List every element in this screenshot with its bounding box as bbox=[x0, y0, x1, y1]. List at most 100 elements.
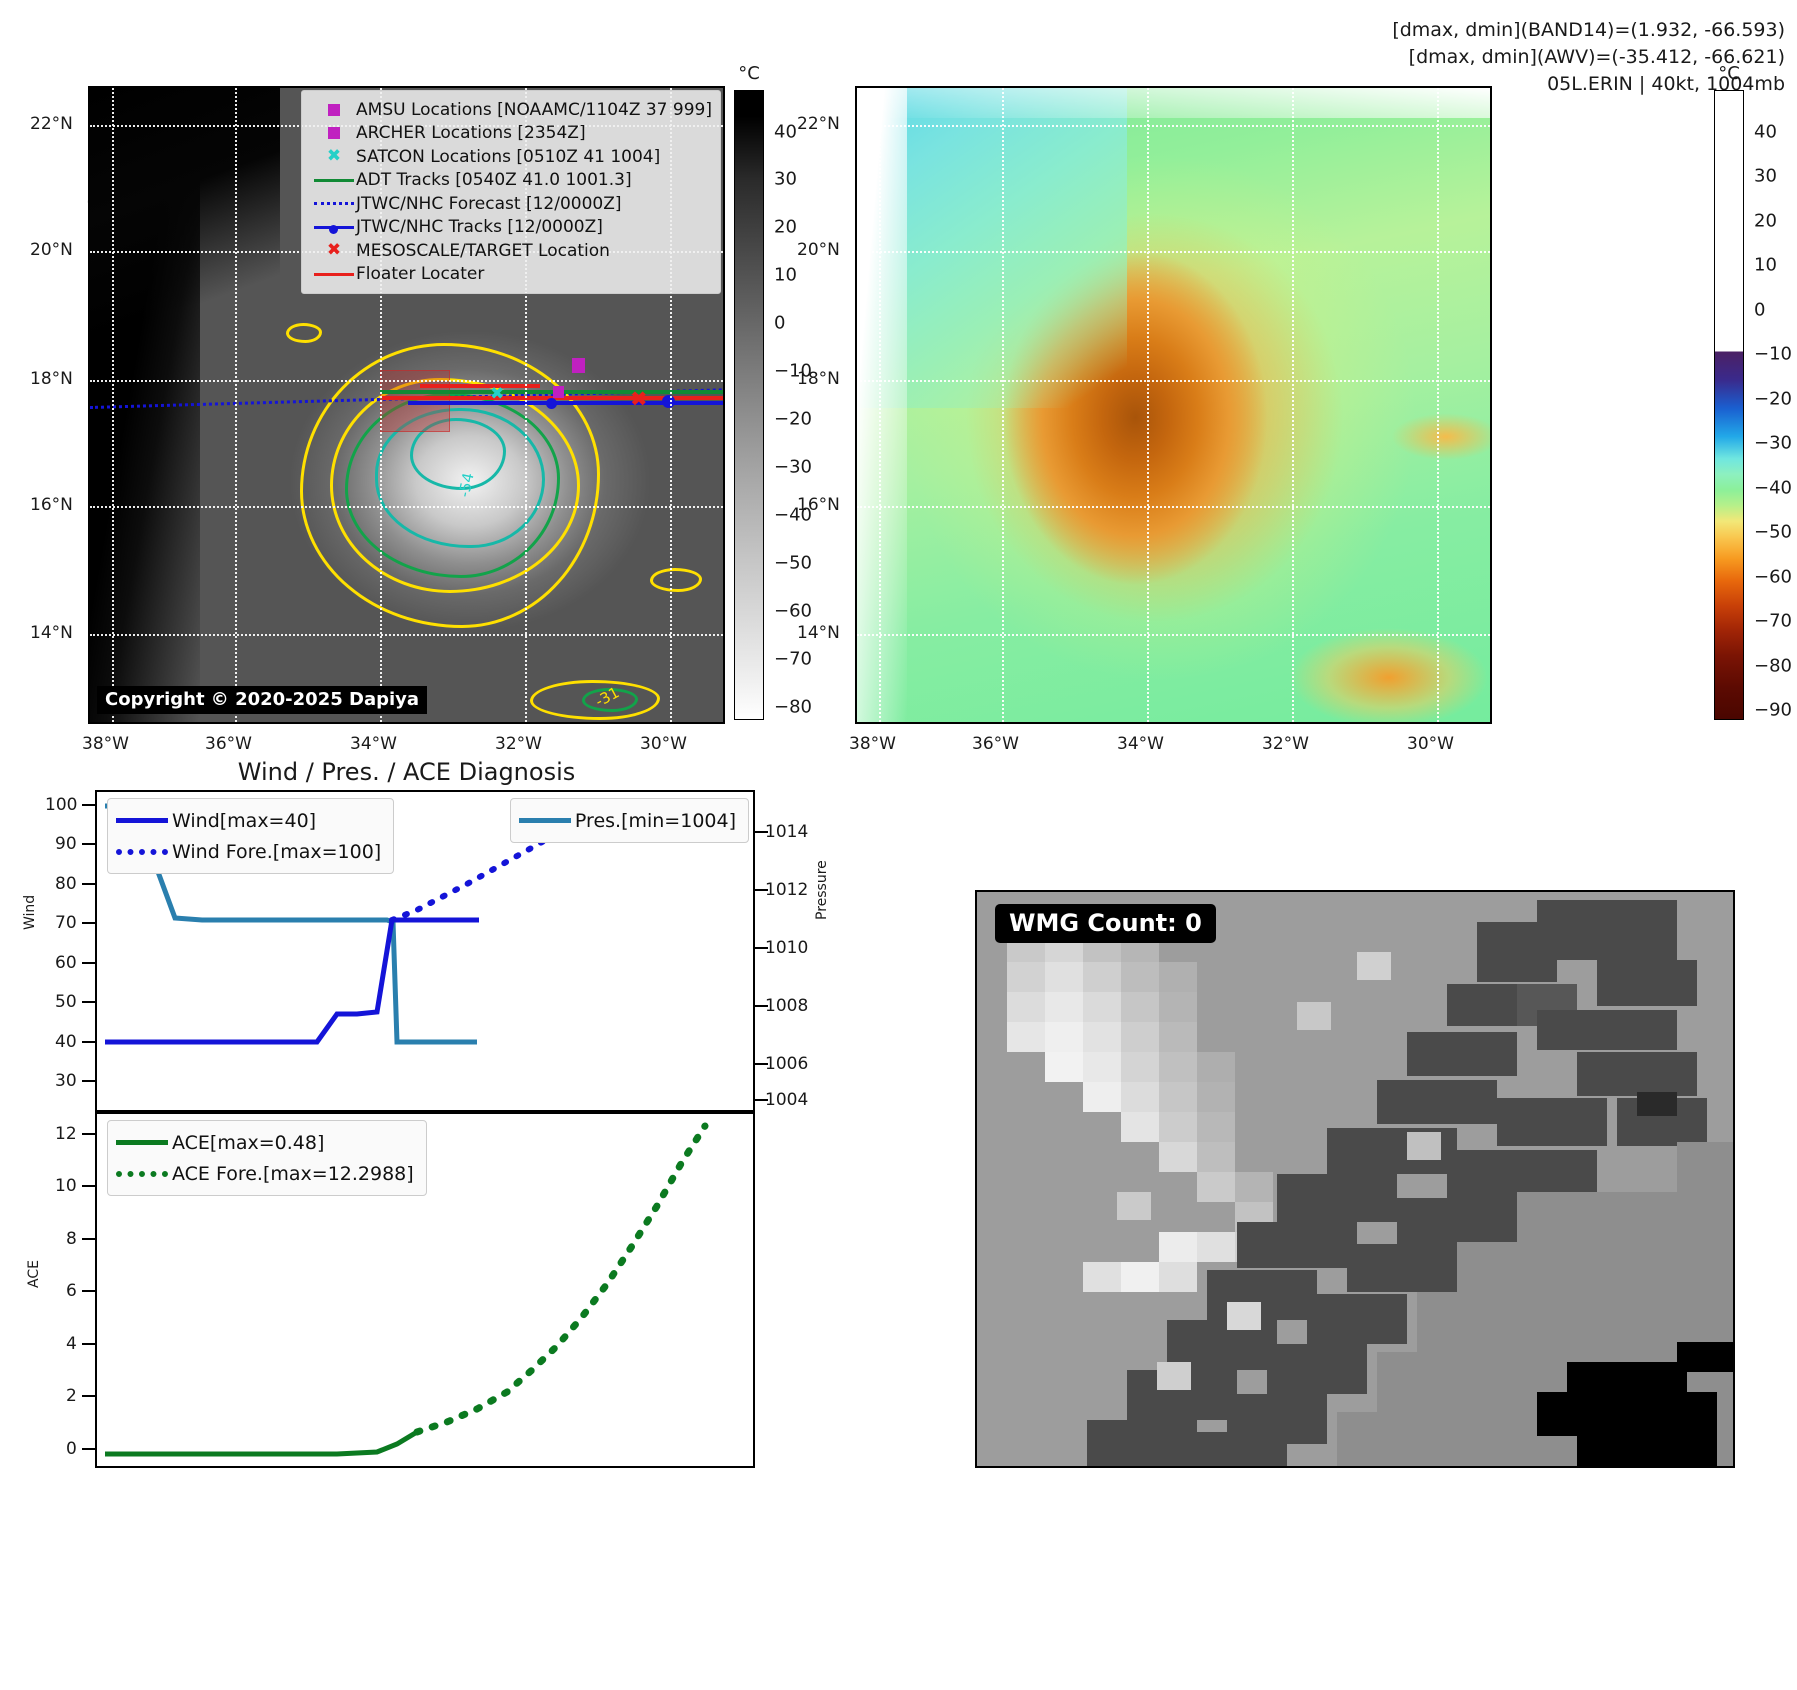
pres-ytick-mark bbox=[755, 889, 768, 891]
legend-item-wind-forecast: Wind Fore.[max=100] bbox=[116, 836, 381, 867]
legend-label-archer: ARCHER Locations [2354Z] bbox=[356, 123, 586, 144]
ir-contour-cyan bbox=[375, 408, 545, 548]
wmg-count-badge: WMG Count: 0 bbox=[995, 904, 1216, 943]
ace-ytick-4: 4 bbox=[66, 1334, 77, 1354]
adt-track bbox=[380, 390, 723, 394]
awv-xlabel-38w: 38°W bbox=[849, 734, 896, 754]
teal-solid-line-icon bbox=[518, 818, 575, 823]
wind-ytick-70: 70 bbox=[55, 913, 77, 933]
ace-ytick-2: 2 bbox=[66, 1386, 77, 1406]
awv-cb-tick-m90: −90 bbox=[1754, 699, 1792, 721]
ir-contour-yellow bbox=[300, 343, 600, 628]
wind-ytick-mark bbox=[82, 1041, 95, 1043]
ir-cb-tick-m30: −30 bbox=[774, 456, 812, 478]
awv-ylabel-20n: 20°N bbox=[797, 240, 840, 260]
legend-label-ace-forecast: ACE Fore.[max=12.2988] bbox=[172, 1162, 414, 1185]
green-solid-line-icon bbox=[116, 1140, 172, 1145]
wind-ytick-mark bbox=[82, 804, 95, 806]
legend-label-ace: ACE[max=0.48] bbox=[172, 1131, 325, 1154]
ace-legend: ACE[max=0.48] ACE Fore.[max=12.2988] bbox=[107, 1120, 427, 1196]
ir-cb-tick-40: 40 bbox=[774, 121, 797, 143]
blue-dotted-line-icon bbox=[312, 202, 356, 206]
ir-cb-tick-30: 30 bbox=[774, 168, 797, 190]
ir-xlabel-36w: 36°W bbox=[205, 734, 252, 754]
awv-cb-tick-m60: −60 bbox=[1754, 566, 1792, 588]
awv-colorbar-gradient bbox=[1714, 90, 1744, 720]
awv-cb-tick-20: 20 bbox=[1754, 210, 1777, 232]
pres-ytick-mark bbox=[755, 1099, 768, 1101]
legend-item-ace-forecast: ACE Fore.[max=12.2988] bbox=[116, 1158, 414, 1189]
ir-cb-tick-m80: −80 bbox=[774, 696, 812, 718]
awv-cb-tick-40: 40 bbox=[1754, 121, 1777, 143]
ir-contour-green-small bbox=[582, 688, 638, 712]
legend-label-tracks: JTWC/NHC Tracks [12/0000Z] bbox=[356, 217, 603, 238]
cyan-x-icon: ✖ bbox=[326, 146, 342, 167]
awv-xlabel-34w: 34°W bbox=[1117, 734, 1164, 754]
awv-offdisk-top bbox=[857, 88, 1490, 118]
legend-label-satcon: SATCON Locations [0510Z 41 1004] bbox=[356, 146, 661, 167]
ir-cb-tick-m70: −70 bbox=[774, 648, 812, 670]
diagnosis-title: Wind / Pres. / ACE Diagnosis bbox=[237, 758, 576, 786]
pres-ytick-mark bbox=[755, 1005, 768, 1007]
ir-satellite-image[interactable]: -54 -31 ✖ ✖ AMSU Locations [NOAAMC/ bbox=[88, 86, 725, 724]
pres-ytick-mark bbox=[755, 947, 768, 949]
header-stats: [dmax, dmin](BAND14)=(1.932, -66.593) [d… bbox=[1392, 17, 1785, 98]
ir-ylabel-18n: 18°N bbox=[30, 369, 73, 389]
blue-solid-line-icon bbox=[116, 818, 172, 823]
legend-item-wind: Wind[max=40] bbox=[116, 805, 381, 836]
awv-satellite-image[interactable] bbox=[855, 86, 1492, 724]
dmax-awv-text: [dmax, dmin](AWV)=(-35.412, -66.621) bbox=[1408, 45, 1785, 68]
wind-pressure-chart[interactable]: Wind[max=40] Wind Fore.[max=100] Pres.[m… bbox=[95, 790, 755, 1112]
awv-cb-tick-0: 0 bbox=[1754, 299, 1766, 321]
pressure-legend: Pres.[min=1004] bbox=[509, 798, 749, 843]
legend-label-adt: ADT Tracks [0540Z 41.0 1001.3] bbox=[356, 170, 632, 191]
legend-item-ace: ACE[max=0.48] bbox=[116, 1127, 414, 1158]
ace-ytick-mark bbox=[82, 1448, 95, 1450]
wmg-light-cells bbox=[1117, 952, 1441, 1390]
ace-y-axis-title: ACE bbox=[26, 1260, 42, 1288]
ace-ytick-mark bbox=[82, 1290, 95, 1292]
pres-ytick-mark bbox=[755, 1063, 768, 1065]
jtwc-track-marker bbox=[662, 395, 675, 408]
ace-ytick-mark bbox=[82, 1185, 95, 1187]
jtwc-nhc-track bbox=[408, 401, 723, 405]
red-line-icon bbox=[312, 272, 356, 276]
wind-ytick-mark bbox=[82, 843, 95, 845]
ir-legend: AMSU Locations [NOAAMC/1104Z 37 999] ARC… bbox=[301, 90, 721, 294]
ir-contour-cyan-2 bbox=[410, 418, 506, 490]
wmg-map[interactable]: WMG Count: 0 bbox=[975, 890, 1735, 1468]
ace-forecast-line bbox=[413, 1122, 709, 1436]
awv-cb-tick-m50: −50 bbox=[1754, 521, 1792, 543]
wind-ytick-mark bbox=[82, 1080, 95, 1082]
wind-ytick-mark bbox=[82, 883, 95, 885]
ir-contour-yellow-2 bbox=[330, 378, 580, 593]
ace-chart[interactable]: ACE[max=0.48] ACE Fore.[max=12.2988] bbox=[95, 1112, 755, 1468]
wind-series-line bbox=[105, 917, 479, 1045]
ir-cb-tick-m40: −40 bbox=[774, 504, 812, 526]
wind-legend: Wind[max=40] Wind Fore.[max=100] bbox=[107, 798, 395, 874]
ir-xlabel-30w: 30°W bbox=[640, 734, 687, 754]
ir-contour-yellow-small-c bbox=[530, 680, 660, 720]
legend-label-target: MESOSCALE/TARGET Location bbox=[356, 240, 610, 261]
amsu-location-marker bbox=[572, 358, 585, 373]
legend-label-floater: Floater Locater bbox=[356, 264, 485, 285]
awv-xlabel-36w: 36°W bbox=[972, 734, 1019, 754]
awv-offdisk-left bbox=[857, 88, 907, 722]
wind-ytick-mark bbox=[82, 922, 95, 924]
ace-ytick-mark bbox=[82, 1238, 95, 1240]
pres-ytick-1012: 1012 bbox=[765, 880, 809, 900]
ir-cb-tick-20: 20 bbox=[774, 216, 797, 238]
legend-item-target: ✖ MESOSCALE/TARGET Location bbox=[312, 239, 712, 263]
ace-ytick-mark bbox=[82, 1343, 95, 1345]
awv-colorbar-unit: °C bbox=[1718, 63, 1740, 84]
wind-ytick-100: 100 bbox=[45, 795, 78, 815]
ir-xlabel-38w: 38°W bbox=[82, 734, 129, 754]
copyright-watermark: Copyright © 2020-2025 Dapiya bbox=[97, 686, 428, 714]
ir-cb-tick-10: 10 bbox=[774, 264, 797, 286]
wind-ytick-80: 80 bbox=[55, 874, 77, 894]
ir-ylabel-20n: 20°N bbox=[30, 240, 73, 260]
ace-ytick-mark bbox=[82, 1133, 95, 1135]
mesoscale-target-marker-icon: ✖ bbox=[630, 387, 648, 411]
jtwc-track-marker-2 bbox=[546, 398, 557, 409]
